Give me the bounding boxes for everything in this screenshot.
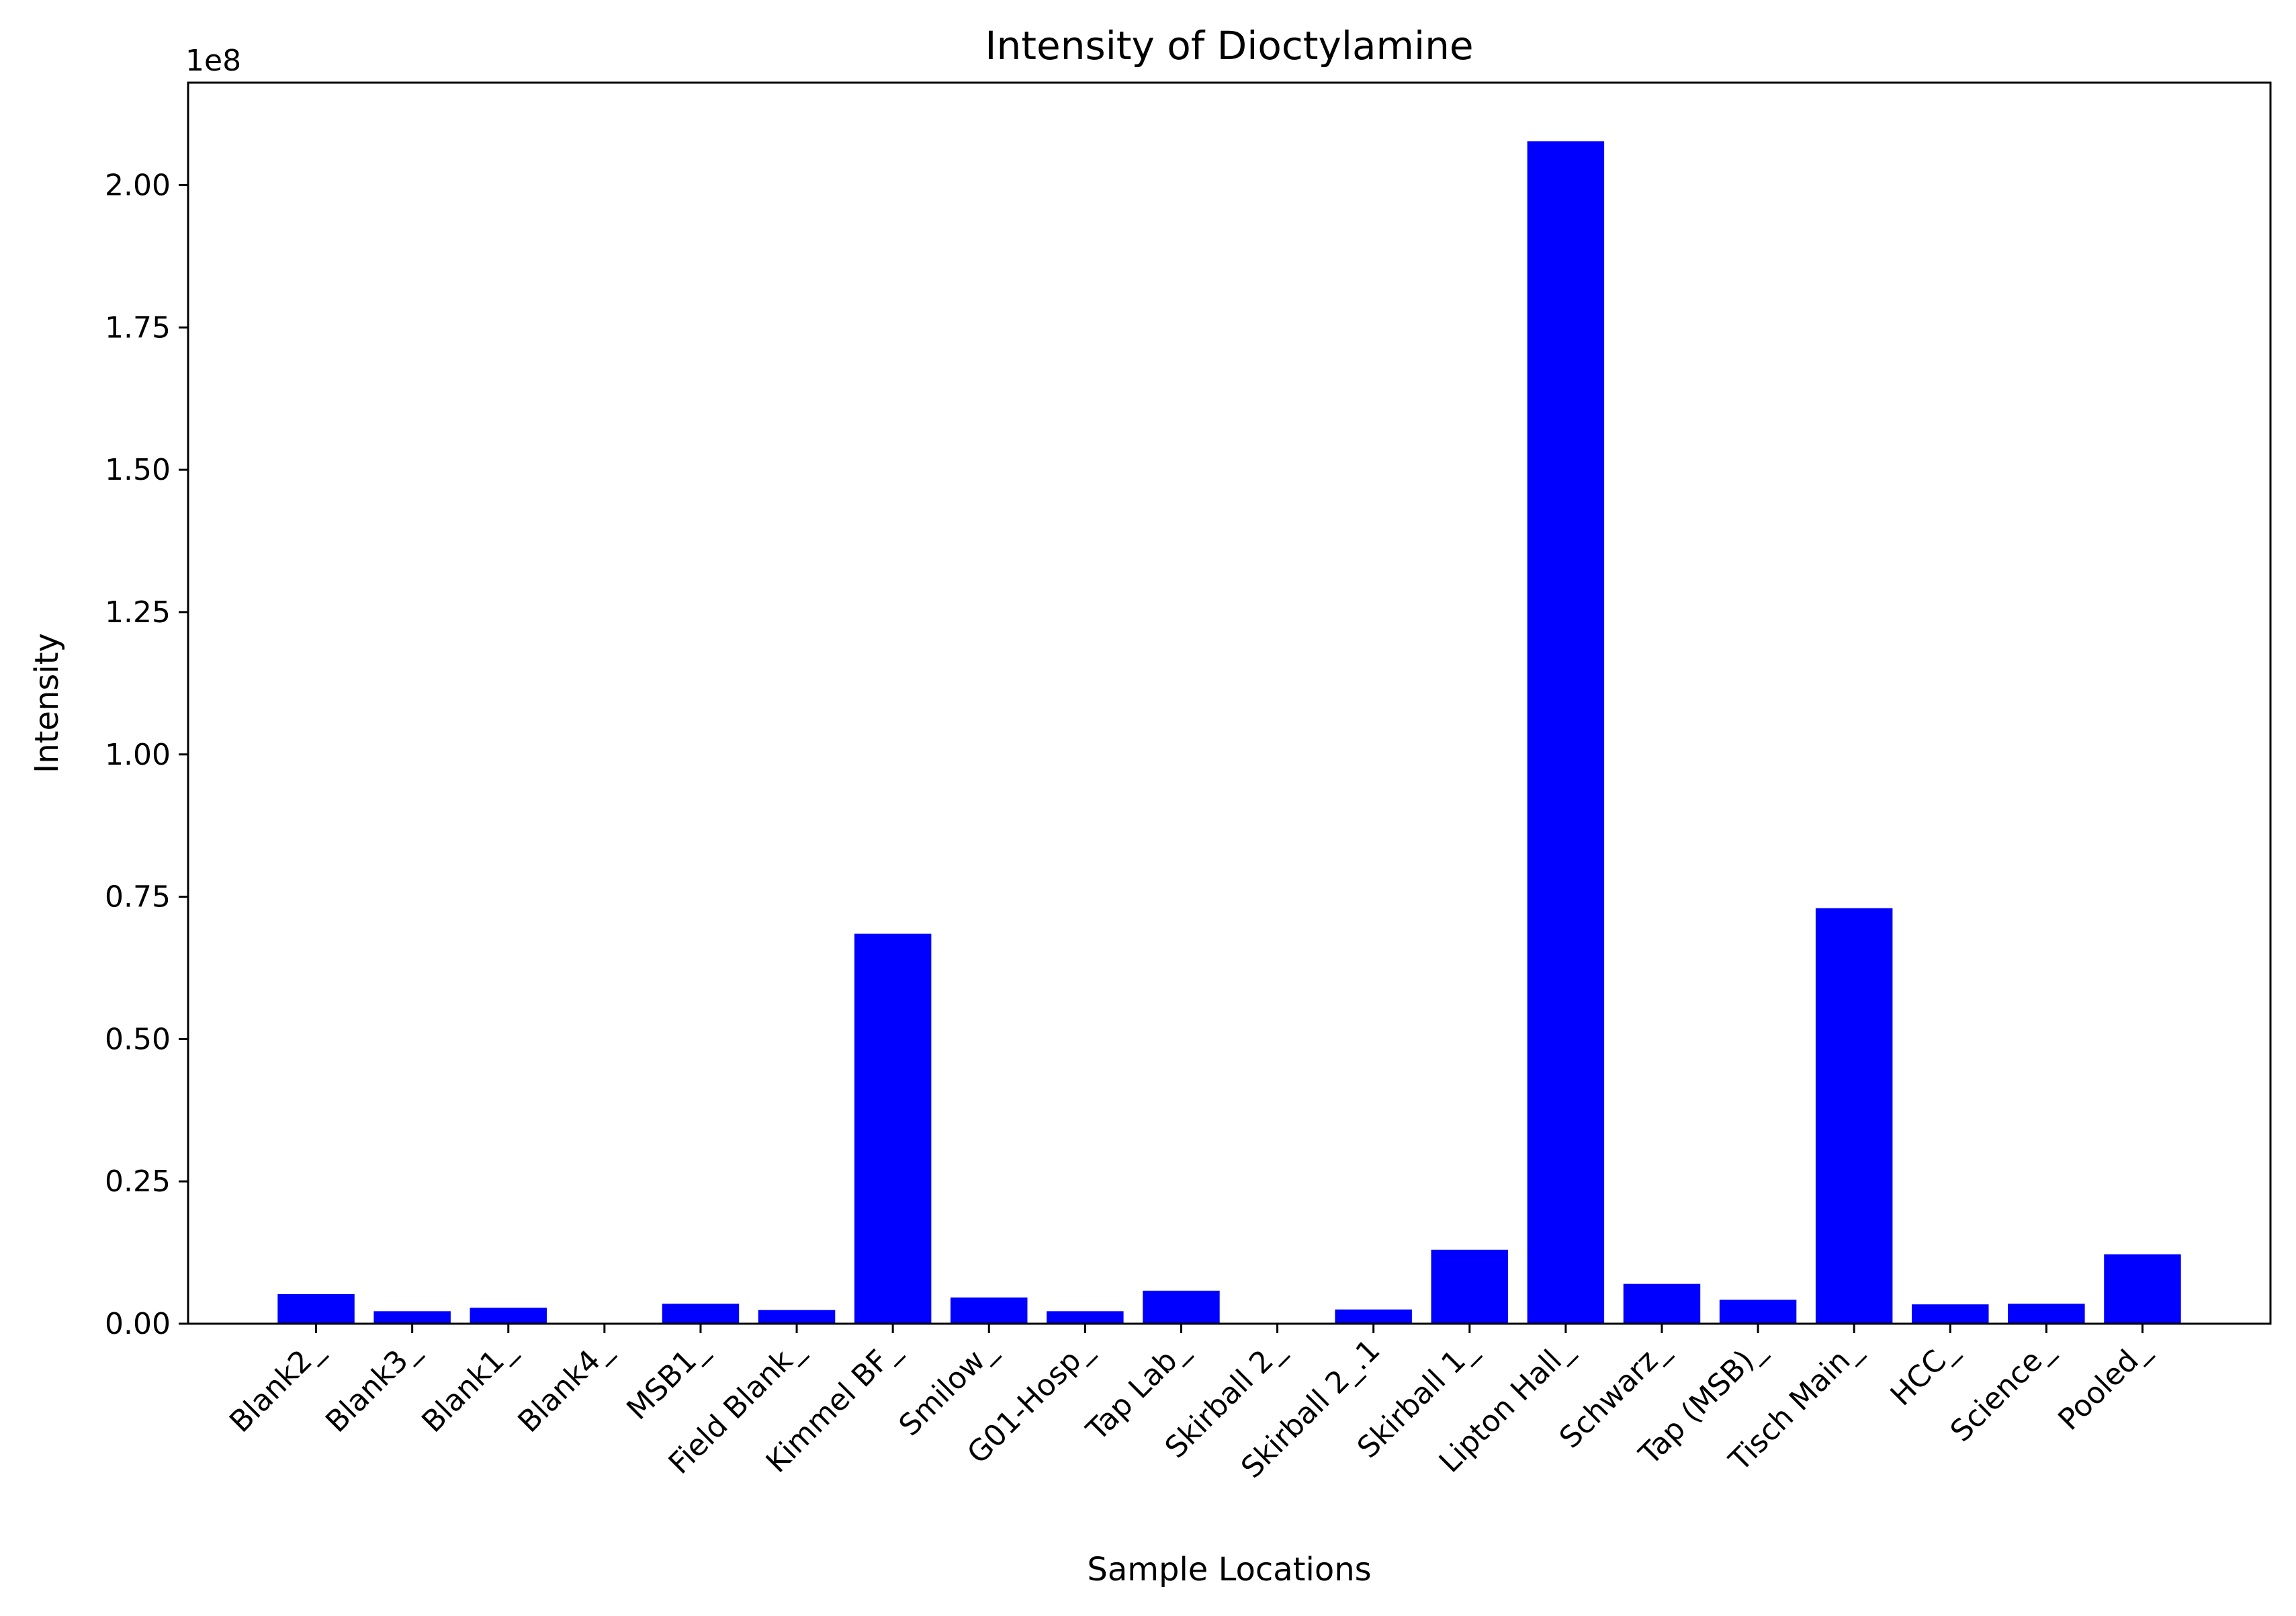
bar-8 [1047,1311,1124,1324]
bar-15 [1719,1300,1797,1324]
bar-5 [758,1310,836,1324]
bar-12 [1431,1249,1508,1324]
bar-2 [470,1308,547,1324]
bar-11 [1335,1309,1412,1324]
bar-0 [277,1293,355,1324]
bar-14 [1623,1283,1701,1324]
x-axis-label: Sample Locations [1087,1551,1371,1588]
bar-1 [373,1311,451,1324]
y-axis-ticks: 0.00 0.25 0.50 0.75 1.00 1.25 1.50 1.75 2.00 [105,169,188,1341]
bar-4 [662,1304,740,1324]
bar-7 [951,1298,1028,1324]
bar-16 [1815,908,1893,1324]
y-tick-label-8: 2.00 [105,169,171,203]
bars-layer [277,141,2181,1324]
y-tick-label-5: 1.25 [105,595,171,630]
plot-frame [187,81,2272,1325]
y-axis-offset-label: 1e8 [185,44,241,78]
y-tick-label-3: 0.75 [105,880,171,915]
y-tick-label-7: 1.75 [105,310,171,345]
bar-6 [854,933,932,1324]
y-axis-label: Intensity [28,633,66,773]
y-tick-label-4: 1.00 [105,738,171,772]
y-tick-label-6: 1.50 [105,453,171,487]
y-tick-label-2: 0.50 [105,1022,171,1056]
bar-9 [1143,1290,1220,1324]
bar-17 [1912,1304,1989,1324]
y-tick-label-1: 0.25 [105,1164,171,1199]
chart-title: Intensity of Dioctylamine [985,23,1473,69]
bar-13 [1527,141,1605,1324]
bar-18 [2008,1304,2085,1324]
bar-19 [2104,1254,2181,1324]
y-tick-label-0: 0.00 [105,1307,171,1341]
